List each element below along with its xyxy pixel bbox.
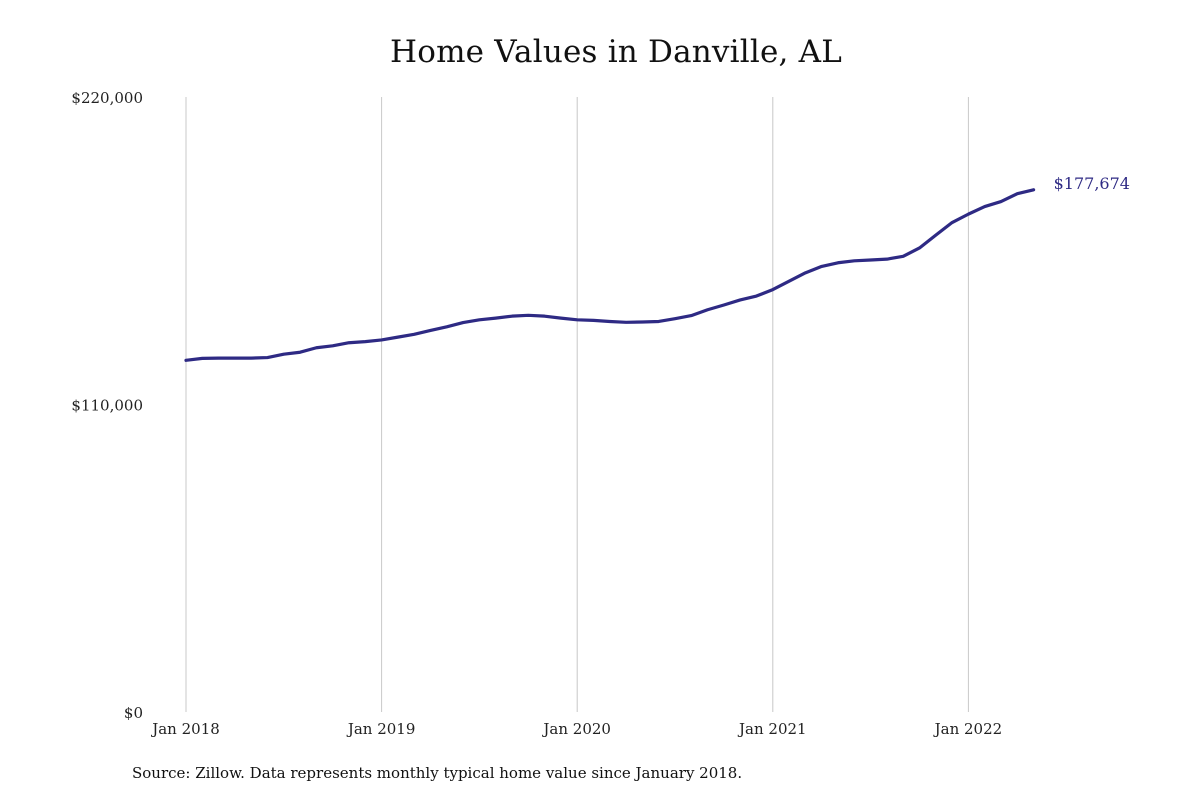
end-value-label: $177,674 bbox=[1054, 174, 1130, 193]
chart-title: Home Values in Danville, AL bbox=[389, 34, 843, 70]
chart-source-note: Source: Zillow. Data represents monthly … bbox=[132, 764, 743, 782]
series-line bbox=[184, 188, 1036, 362]
x-tick-label: Jan 2019 bbox=[346, 720, 416, 738]
y-tick-label: $110,000 bbox=[71, 397, 143, 415]
x-tick-label: Jan 2021 bbox=[737, 720, 807, 738]
y-tick-label: $220,000 bbox=[71, 89, 143, 107]
x-tick-label: Jan 2018 bbox=[150, 720, 220, 738]
y-tick-label: $0 bbox=[124, 704, 143, 722]
x-tick-label: Jan 2020 bbox=[541, 720, 611, 738]
x-tick-label: Jan 2022 bbox=[933, 720, 1003, 738]
